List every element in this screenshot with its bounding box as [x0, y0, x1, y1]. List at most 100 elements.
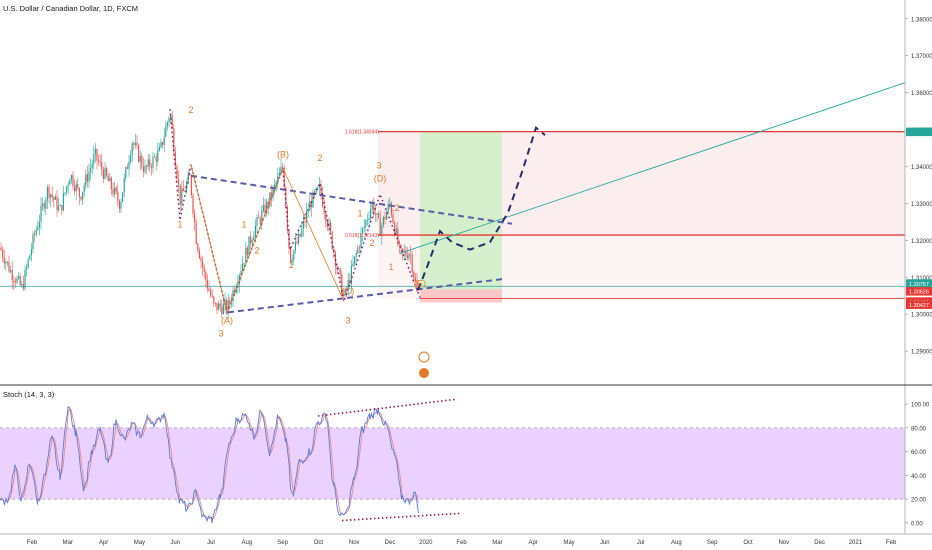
- candle-body: [70, 175, 72, 180]
- candle-body: [37, 227, 39, 230]
- candle-body: [154, 156, 156, 158]
- candle-body: [258, 217, 260, 219]
- candle-body: [414, 277, 416, 282]
- candle-body: [157, 150, 159, 162]
- candle-body: [334, 252, 336, 266]
- candle-body: [48, 187, 50, 198]
- candle-body: [286, 207, 288, 230]
- candle-body: [117, 191, 119, 201]
- price-tick-label: 1.34000: [911, 165, 932, 171]
- candle-body: [98, 160, 100, 162]
- candle-body: [224, 299, 226, 304]
- candle-body: [174, 152, 176, 167]
- candle-body: [96, 148, 98, 161]
- candle-body: [61, 205, 63, 211]
- candle-body: [58, 205, 60, 211]
- candle-body: [27, 259, 29, 268]
- candle-body: [219, 303, 221, 307]
- time-tick-label: Nov: [349, 540, 360, 546]
- candle-body: [50, 194, 52, 198]
- candle-body: [83, 185, 85, 192]
- candle-body: [11, 269, 13, 280]
- candle-body: [192, 195, 194, 214]
- candle-body: [8, 261, 10, 272]
- candle-body: [162, 141, 164, 145]
- candle-body: [352, 263, 354, 266]
- time-tick-label: Aug: [241, 540, 252, 546]
- candle-body: [365, 220, 367, 227]
- price-tag-label: 1.30626: [909, 290, 929, 296]
- candle-body: [173, 128, 175, 153]
- candle-body: [341, 274, 343, 296]
- fib-label: 1.618(1.34944): [345, 129, 379, 135]
- candle-body: [35, 229, 37, 235]
- time-tick-label: May: [134, 540, 145, 546]
- candle-body: [149, 159, 151, 167]
- wave-label: 2: [394, 203, 399, 213]
- candle-body: [213, 296, 215, 303]
- time-tick-label: Apr: [99, 540, 108, 546]
- stoch-tick-label: 40.00: [911, 474, 927, 480]
- candle-body: [181, 188, 183, 205]
- candle-body: [128, 161, 130, 169]
- candle-body: [72, 175, 74, 187]
- dividend-badge-icon[interactable]: [419, 368, 429, 378]
- candle-body: [296, 241, 298, 244]
- long-position-profit: [420, 131, 502, 290]
- candle-body: [195, 222, 197, 244]
- candle-body: [245, 247, 247, 264]
- candle-body: [262, 205, 264, 212]
- candle-body: [5, 261, 7, 264]
- candle-body: [277, 175, 279, 183]
- candle-body: [269, 192, 271, 207]
- candle-body: [261, 211, 263, 224]
- candle-body: [382, 216, 384, 226]
- candle-body: [2, 250, 4, 258]
- candle-body: [226, 299, 228, 311]
- candle-body: [259, 218, 261, 224]
- stoch-band: [0, 427, 905, 500]
- stoch-tick-label: 100.00: [911, 403, 930, 409]
- candle-body: [315, 188, 317, 193]
- candle-body: [270, 192, 272, 198]
- wave-label: 1: [357, 208, 362, 218]
- candle-body: [272, 187, 274, 198]
- candle-body: [302, 221, 304, 229]
- candle-body: [139, 155, 141, 162]
- candle-body: [194, 213, 196, 223]
- candle-body: [88, 171, 90, 182]
- candle-body: [200, 258, 202, 262]
- candle-body: [294, 241, 296, 251]
- stoch-title: Stoch (14, 3, 3): [3, 390, 55, 399]
- candle-body: [227, 300, 229, 311]
- candle-body: [301, 228, 303, 237]
- price-tick-label: 1.30000: [911, 313, 932, 319]
- candle-body: [346, 289, 348, 291]
- time-tick-label: Sep: [707, 540, 718, 546]
- price-tag-label: 1.30757: [909, 282, 929, 288]
- candle-body: [67, 184, 69, 187]
- candle-body: [218, 303, 220, 311]
- candle-body: [102, 169, 104, 179]
- candle-body: [408, 254, 410, 259]
- candle-body: [376, 213, 378, 215]
- time-tick-label: Oct: [743, 540, 753, 546]
- candle-body: [171, 115, 173, 129]
- projected-path: [417, 126, 546, 291]
- candle-body: [133, 143, 135, 145]
- candle-body: [285, 187, 287, 208]
- wave-label: 3: [218, 328, 223, 338]
- time-tick-label: Jul: [637, 540, 645, 546]
- candle-body: [59, 205, 61, 206]
- event-badge-icon[interactable]: [418, 351, 430, 363]
- candle-body: [163, 136, 165, 145]
- candle-body: [210, 290, 212, 296]
- candle-body: [203, 267, 205, 272]
- candle-body: [45, 200, 47, 209]
- candle-body: [338, 268, 340, 270]
- wave-label: 1: [241, 219, 246, 229]
- wave-path-solid: [190, 164, 345, 314]
- candle-body: [354, 256, 356, 264]
- candle-body: [307, 210, 309, 212]
